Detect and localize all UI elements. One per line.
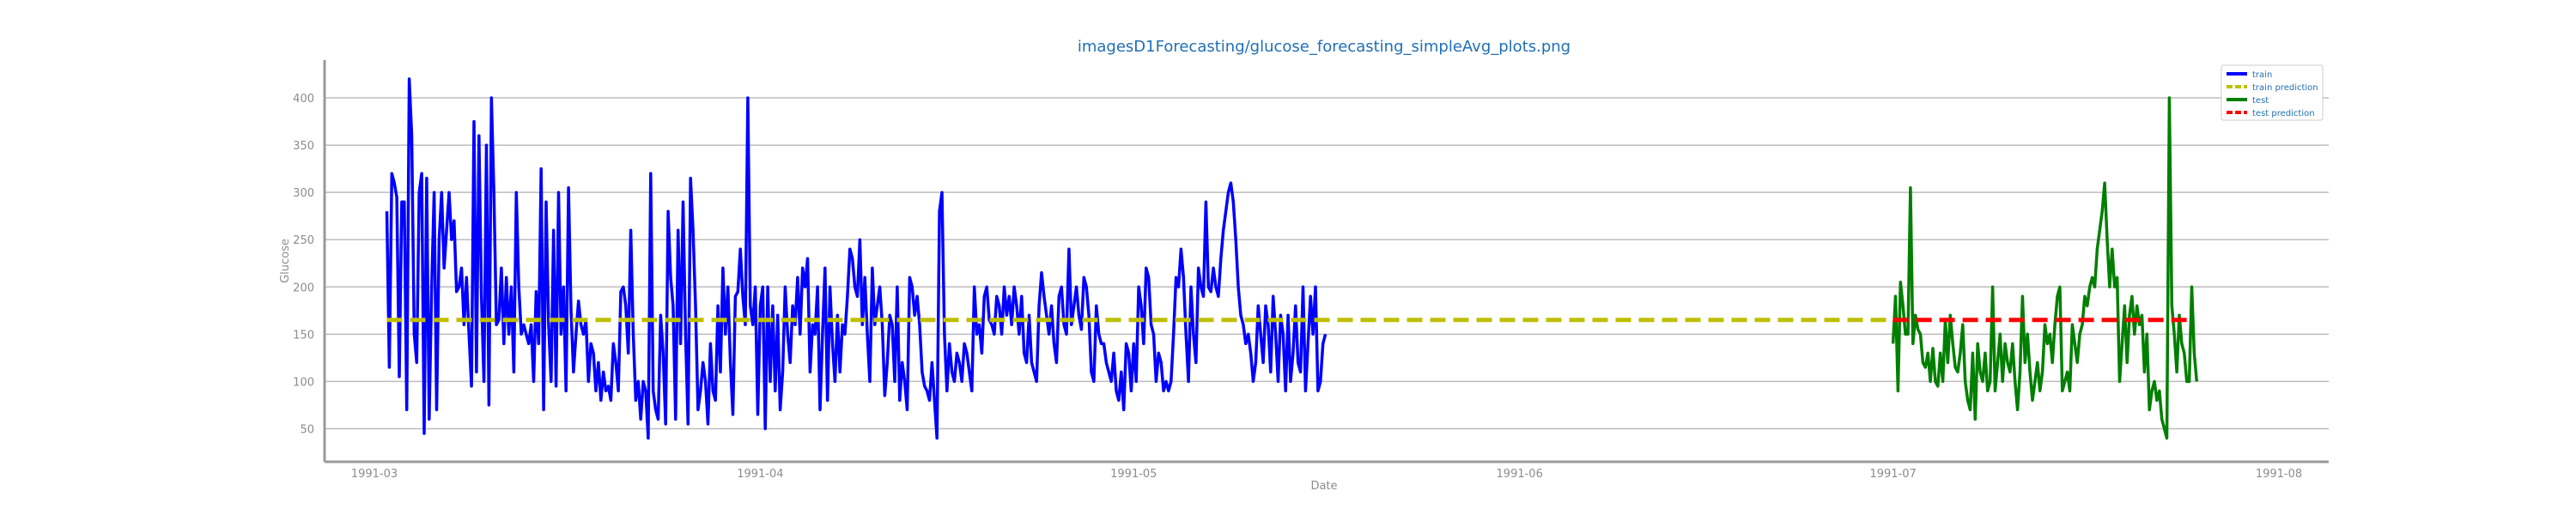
y-axis-title: Glucose: [279, 239, 292, 283]
y-tick-label: 50: [300, 423, 314, 436]
y-tick-label: 300: [293, 187, 314, 200]
y-tick-label: 100: [293, 376, 314, 389]
series-line-train: [385, 77, 1327, 440]
legend-label: test: [2252, 96, 2269, 106]
tick-labels: 50 100 150 200 250 300 350 400 1991-03 1991-04 199…: [293, 93, 2302, 481]
chart-title: imagesD1Forecasting/glucose_forecasting_…: [1078, 38, 1571, 56]
x-tick-label: 1991-07: [1869, 468, 1916, 481]
x-tick-label: 1991-03: [351, 468, 398, 481]
y-tick-label: 150: [293, 329, 314, 342]
y-tick-label: 400: [293, 93, 314, 106]
legend: train train prediction test test prediction: [2221, 64, 2324, 121]
x-axis-title: Date: [1310, 480, 1337, 493]
legend-box: [2221, 64, 2324, 121]
x-tick-label: 1991-04: [737, 468, 783, 481]
x-tick-label: 1991-08: [2256, 468, 2302, 481]
legend-label: test prediction: [2252, 109, 2315, 118]
series-line-test: [1891, 96, 2199, 440]
x-tick-label: 1991-05: [1110, 468, 1157, 481]
y-tick-label: 200: [293, 282, 314, 294]
y-tick-label: 250: [293, 234, 314, 247]
legend-label: train: [2252, 70, 2272, 80]
axes: [323, 60, 2329, 464]
y-tick-label: 350: [293, 140, 314, 153]
plot-area: [385, 77, 2199, 440]
x-tick-label: 1991-06: [1497, 468, 1543, 481]
grid-lines: [325, 97, 2329, 430]
legend-label: train prediction: [2252, 83, 2318, 93]
